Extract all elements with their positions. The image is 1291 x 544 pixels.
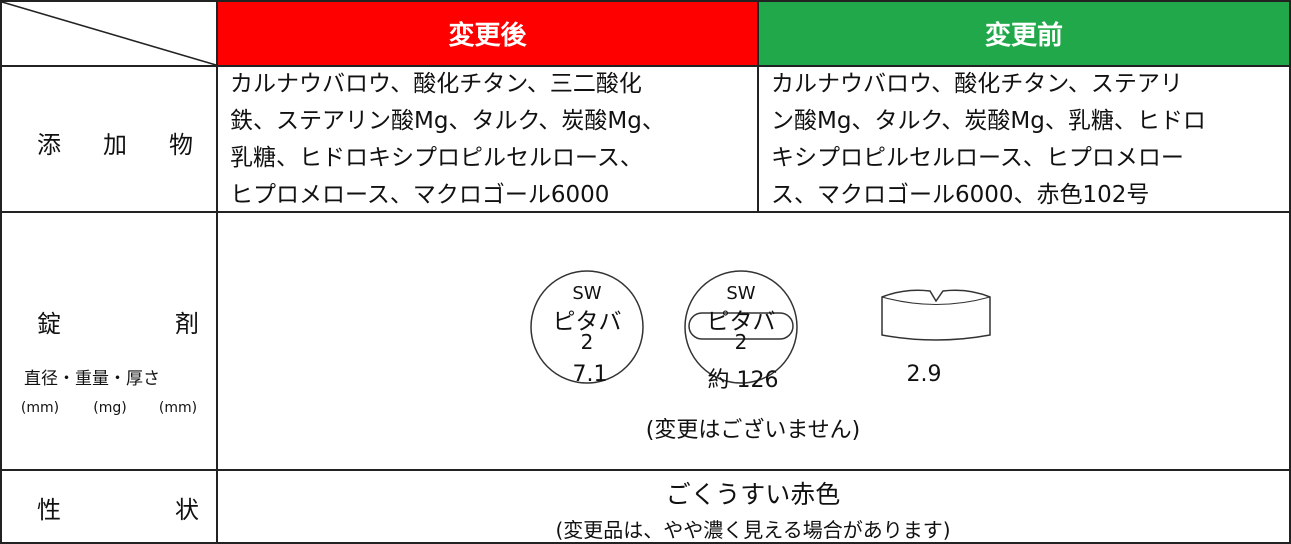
border	[0, 0, 2, 544]
text-line: ス、マクロゴール6000、赤色102号	[771, 182, 1150, 208]
border	[0, 0, 1291, 2]
tablet-side-edge	[881, 296, 991, 305]
additives-after: カルナウバロウ、酸化チタン、三二酸化 鉄、ステアリン酸Mg、タルク、炭酸Mg、 乳糖…	[230, 66, 665, 214]
header-after: 変更後	[218, 1, 757, 66]
imprint: 2	[734, 330, 748, 354]
border	[1289, 0, 1291, 544]
note: (変更品は、やや濃く見える場合があります)	[555, 518, 951, 542]
border	[757, 0, 759, 212]
imprint: 2	[580, 330, 594, 354]
imprint: ピタバ	[706, 309, 776, 335]
diagonal	[1, 1, 217, 66]
imprint: SW	[572, 283, 602, 304]
tablet-front	[530, 270, 644, 384]
value: 約 126	[707, 368, 779, 393]
value: 2.9	[906, 362, 942, 387]
row-label: 錠剤	[37, 310, 313, 338]
unit: (mm)	[158, 400, 198, 416]
note: (変更はございません)	[645, 418, 861, 443]
border	[0, 542, 1291, 544]
sub-label: 直径・重量・厚さ	[24, 369, 160, 389]
unit: (mm)	[20, 400, 60, 416]
text-line: ヒプロメロース、マクロゴール6000	[230, 182, 610, 208]
text-line: カルナウバロウ、酸化チタン、三二酸化	[230, 71, 642, 97]
text-line: ン酸Mg、タルク、炭酸Mg、乳糖、ヒドロ	[771, 108, 1206, 134]
border	[0, 211, 1291, 213]
unit: (mg)	[93, 400, 127, 416]
text-line: キシプロピルセルロース、ヒプロメロー	[771, 145, 1184, 171]
tablet-back	[684, 270, 798, 384]
border	[0, 469, 1291, 471]
row-label: 性状	[37, 496, 313, 524]
text-line: 鉄、ステアリン酸Mg、タルク、炭酸Mg、	[230, 108, 665, 134]
header-before: 変更前	[759, 1, 1289, 66]
value: 7.1	[572, 362, 608, 387]
score-line	[688, 312, 794, 340]
tablet-side	[881, 289, 991, 341]
border	[0, 65, 1291, 67]
text-line: 乳糖、ヒドロキシプロピルセルロース、	[230, 145, 643, 171]
row-label: 添加物	[37, 131, 235, 159]
imprint: SW	[726, 283, 756, 304]
property: ごくうすい赤色	[665, 480, 841, 509]
border	[216, 0, 218, 544]
text-line: カルナウバロウ、酸化チタン、ステアリ	[771, 71, 1183, 97]
imprint: ピタバ	[552, 309, 622, 335]
additives-before: カルナウバロウ、酸化チタン、ステアリ ン酸Mg、タルク、炭酸Mg、乳糖、ヒドロ キシ…	[771, 66, 1206, 214]
